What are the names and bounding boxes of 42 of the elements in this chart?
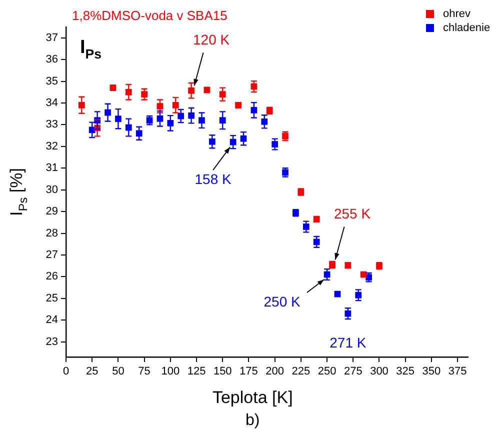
x-tick-label: 275 [344, 366, 362, 378]
y-tick-label: 28 [46, 227, 58, 240]
x-tick-label: 125 [187, 366, 206, 378]
annotation: 250 K [264, 293, 301, 310]
x-tick-label: 200 [266, 366, 284, 378]
x-tick-label: 250 [318, 366, 336, 378]
y-tick-label: 35 [46, 75, 58, 88]
x-tick-label: 150 [213, 366, 232, 378]
y-tick-label: 24 [46, 314, 58, 326]
x-tick-label: 325 [396, 366, 415, 378]
y-tick-label: 23 [46, 336, 58, 348]
y-tick-label: 36 [46, 54, 58, 66]
annotation: 271 K [330, 334, 367, 350]
annotation: 120 K [193, 31, 230, 48]
legend-label: chladenie [443, 22, 490, 34]
y-tick-label: 27 [46, 248, 58, 261]
x-tick-label: 225 [292, 366, 310, 378]
x-tick-label: 25 [86, 366, 98, 378]
y-tick-label: 29 [46, 206, 58, 218]
y-tick-label: 33 [46, 118, 58, 131]
x-tick-label: 350 [422, 366, 441, 378]
y-axis-title: IPs [%] [7, 168, 30, 216]
y-tick-label: 26 [46, 270, 58, 283]
x-tick-label: 75 [138, 366, 150, 378]
x-tick-label: 100 [161, 366, 180, 378]
legend-label: ohrev [443, 8, 472, 20]
y-tick-label: 31 [46, 162, 58, 174]
text: b) [246, 412, 260, 429]
chart-title: 1,8%DMSO-voda v SBA15 [72, 8, 228, 23]
x-tick-label: 0 [62, 366, 70, 378]
x-axis-title: Teplota [K] [212, 388, 293, 407]
y-tick-label: 30 [46, 184, 58, 196]
x-tick-label: 175 [240, 366, 258, 378]
x-tick-label: 50 [112, 366, 124, 378]
y-tick-label: 34 [46, 97, 58, 110]
annotation: 255 K [334, 206, 372, 222]
annotation: 158 K [194, 170, 232, 187]
x-tick-label: 375 [448, 366, 467, 378]
y-tick-label: 37 [46, 32, 58, 44]
y-tick-label: 32 [46, 140, 58, 152]
x-tick-label: 300 [370, 366, 388, 378]
y-tick-label: 25 [46, 292, 58, 304]
